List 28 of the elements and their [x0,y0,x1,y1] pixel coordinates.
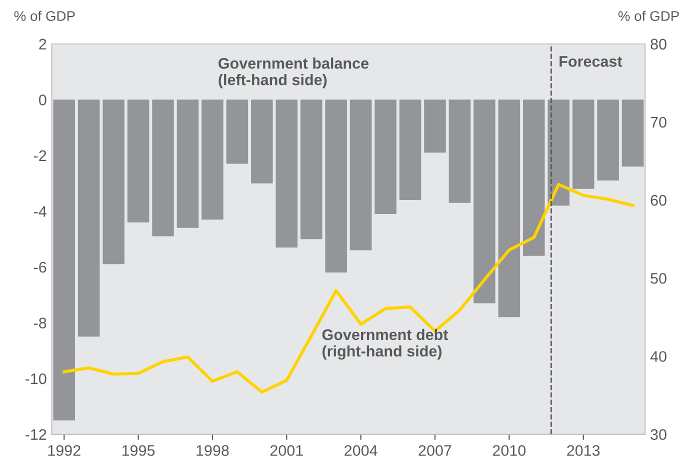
x-tick-label: 2013 [567,445,600,456]
annotation: Government debt (right-hand side) [322,328,448,360]
annotation: Government balance (left-hand side) [218,58,369,88]
ref-line-label: Forecast [560,56,622,67]
y2-tick-label: 70 [650,116,666,128]
y-tick-label: -10 [25,373,46,384]
x-tick-label: 1998 [196,445,229,456]
y-tick-label: 2 [39,38,46,50]
x-tick-label: 2004 [344,445,378,456]
y2-tick-label: 40 [650,351,666,362]
x-tick-label: 2010 [492,445,526,456]
y-tick-label: -2 [34,150,46,161]
y-tick-label: -4 [34,206,46,217]
y-tick-label: -6 [34,262,46,273]
x-tick-label: 2007 [418,445,452,456]
y2-tick-label: 30 [650,429,666,440]
x-tick-label: 2001 [270,445,303,456]
y2-tick-label: 60 [650,194,666,206]
y-tick-label: -12 [25,429,46,440]
line-series [62,182,634,394]
y2-tick-label: 80 [650,38,666,50]
y-axis-title: % of GDP [14,10,75,21]
x-tick-label: 1992 [48,445,80,456]
y2-axis-title: % of GDP [618,10,679,21]
y-tick-label: 0 [38,94,46,106]
y-tick-label: -8 [34,318,46,328]
y2-tick-label: 50 [650,272,666,284]
x-tick-label: 1995 [122,445,155,456]
